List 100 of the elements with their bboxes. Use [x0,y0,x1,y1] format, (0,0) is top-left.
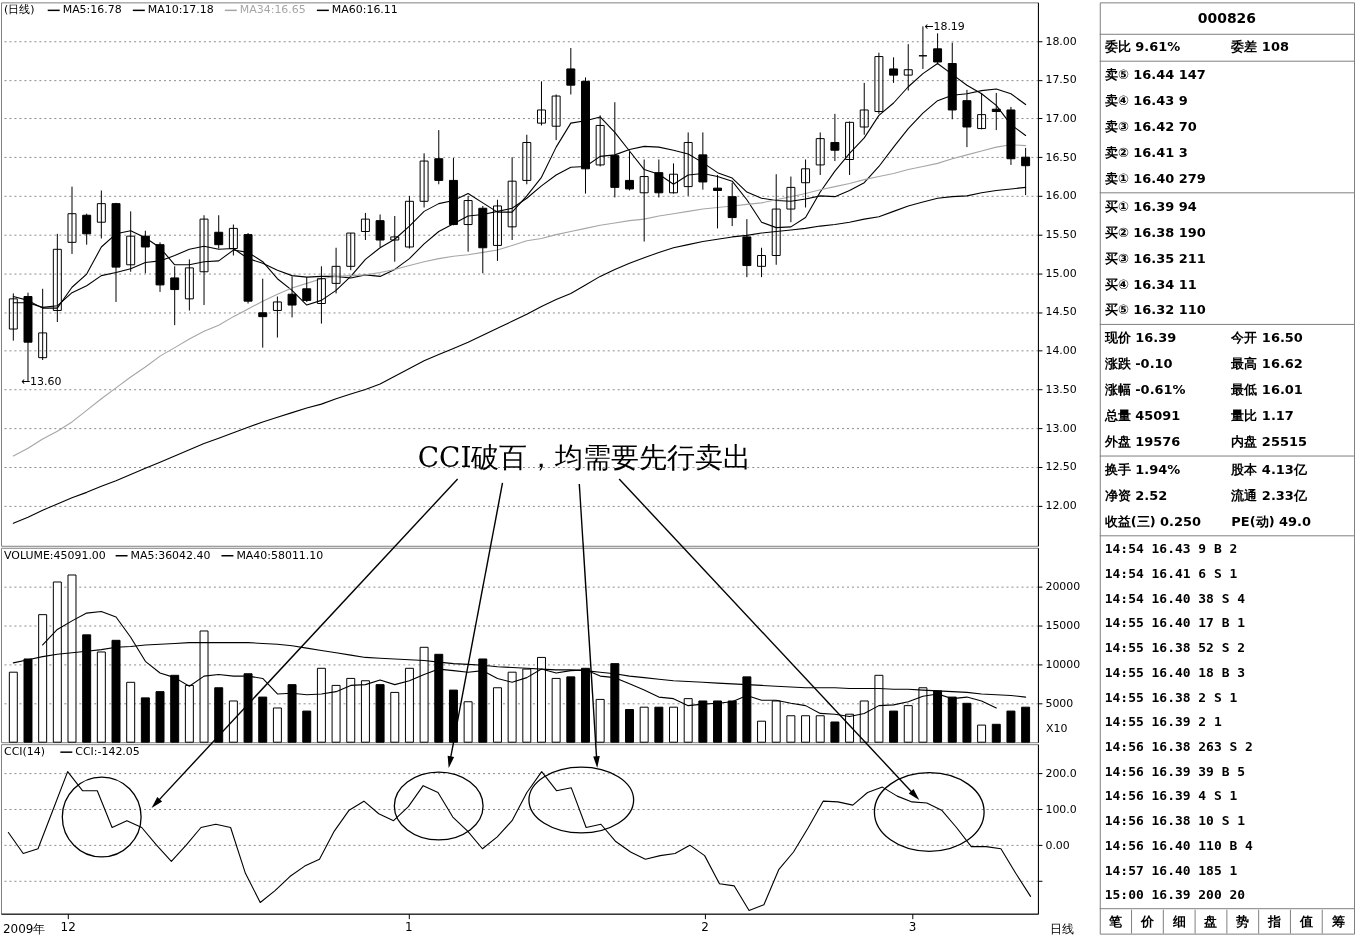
candlestick [507,156,517,241]
x-tick-label: 2 [701,920,709,935]
candlestick [419,152,429,208]
text: 卖② 16.41 3 [1104,144,1188,160]
bar [786,715,796,743]
text: 14:55 16.38 52 S 2 [1104,640,1246,656]
y-tick-label: 200.0 [1045,766,1077,780]
candlestick [67,186,77,255]
candlestick [492,199,502,262]
text: 卖① 16.40 279 [1104,170,1206,186]
text: 委比 9.61% [1103,39,1181,55]
y-tick-label: 16.00 [1045,189,1077,203]
text: 最高 16.62 [1230,356,1303,372]
text: 内盘 25515 [1231,434,1307,450]
bar [214,687,224,743]
y-tick-label: 20000 [1045,580,1081,594]
candlestick [463,195,473,253]
text: 换手 1.94% [1103,461,1181,477]
bar [302,710,312,743]
text: 量比 1.17 [1230,408,1294,424]
text: 指 [1267,913,1282,929]
text: 买⑤ 16.32 110 [1104,302,1206,318]
text: 势 [1235,913,1250,929]
bar [991,723,1001,743]
candlestick [214,214,224,250]
text: 15:00 16.39 200 20 [1104,887,1246,903]
candlestick [889,56,899,84]
text: 总量 45091 [1103,408,1181,424]
chart-title: (日线) [3,3,35,17]
text: 现价 16.39 [1103,330,1177,346]
candlestick [302,276,312,303]
text: 细 [1171,913,1186,929]
candlestick [536,80,546,126]
text: 14:54 16.40 38 S 4 [1104,590,1246,606]
text: 今开 16.50 [1230,330,1303,346]
text: 涨幅 -0.61% [1103,382,1186,398]
text: 14:55 16.40 18 B 3 [1104,664,1246,680]
candlestick [346,232,356,271]
text: 买① 16.39 94 [1104,198,1197,214]
candlestick [639,159,649,243]
bar [8,671,18,743]
candlestick [375,213,385,248]
legend-label: MA5:16.78 [62,3,122,17]
candlestick [625,151,634,191]
bar [1021,706,1031,743]
bar [757,720,767,743]
bar [669,706,678,743]
candlestick [404,195,414,250]
bar [654,706,664,743]
y-tick-label: 13.00 [1045,421,1077,435]
y-tick-label: 12.50 [1045,460,1077,474]
legend-label: MA34:16.65 [239,3,306,17]
candlestick [126,210,136,273]
bar [463,701,473,743]
candlestick [566,47,576,95]
text: 股本 4.13亿 [1230,461,1308,477]
bar [801,715,811,743]
legend-label: MA60:16.11 [331,3,398,17]
y-tick-label: 15.50 [1045,228,1077,242]
y-tick-label: 100.0 [1045,802,1077,816]
text: 流通 2.33亿 [1230,487,1308,503]
candlestick [991,92,1001,131]
y-tick-label: 5000 [1045,696,1074,710]
text: 000826 [1197,10,1256,27]
legend-label: MA40:58011.10 [236,548,324,562]
candlestick [815,131,825,176]
y-tick-label: 17.50 [1045,73,1077,87]
bar [390,691,400,743]
candlestick [390,215,400,263]
text: 筹 [1330,913,1345,929]
bar [962,702,972,743]
y-tick-label: 12.00 [1045,499,1077,513]
text: 收益(三) 0.250 [1104,513,1202,529]
text: 净资 2.52 [1104,487,1168,503]
text: 买③ 16.35 211 [1104,250,1206,266]
y-tick-label: 13.50 [1045,382,1077,396]
candlestick [727,182,737,227]
text: PE(动) 49.0 [1231,513,1312,529]
text: 盘 [1203,913,1218,929]
candlestick [683,131,693,197]
text: 14:56 16.39 4 S 1 [1104,788,1238,804]
candlestick [82,213,92,246]
bar [551,677,561,743]
candlestick [713,174,723,229]
x-tick-label: 12 [60,920,76,935]
bar [977,724,987,743]
candlestick [845,121,855,176]
text: 2009年 [2,921,46,935]
text: 14:54 16.43 9 B 2 [1104,541,1238,557]
candlestick [551,93,561,141]
y-tick-label: 0.00 [1045,838,1070,852]
bar [566,676,576,743]
y-tick-label: 14.50 [1045,305,1077,319]
bar [375,684,385,743]
bar [272,707,282,743]
bar [903,705,913,743]
annotation: CCI破百，均需要先行卖出 [417,441,752,474]
candlestick [786,176,796,223]
candlestick [654,159,664,198]
candlestick [522,134,532,185]
